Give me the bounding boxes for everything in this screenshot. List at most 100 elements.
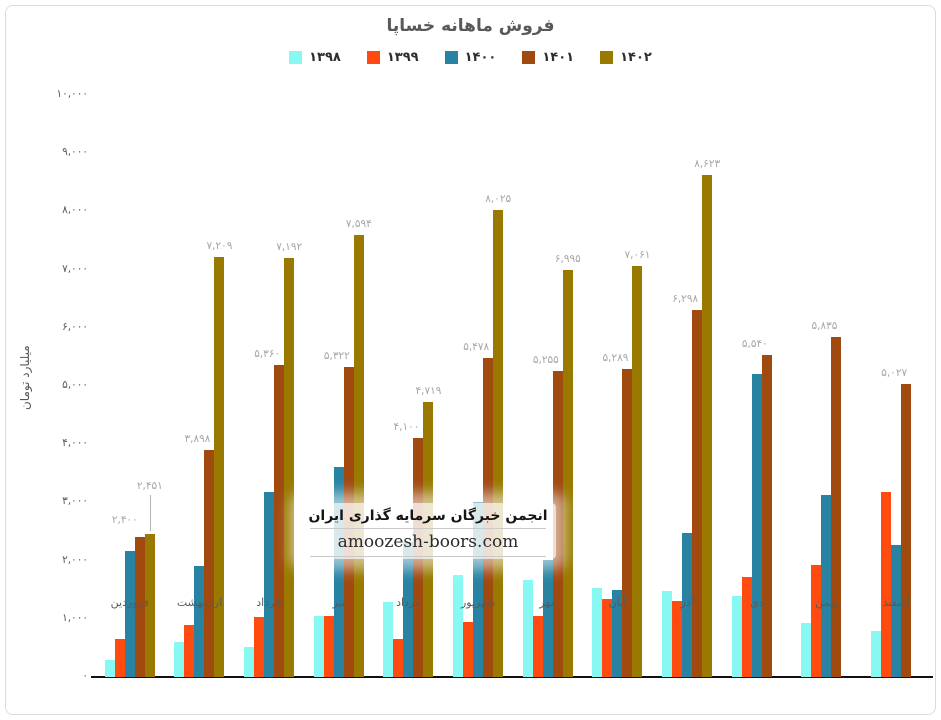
legend-item-label: ۱۴۰۱ — [542, 50, 575, 65]
legend-item-1400: ۱۴۰۰ — [444, 50, 496, 65]
legend-item-label: ۱۴۰۲ — [620, 50, 652, 65]
bar-۱۴۰۲-مهر — [562, 269, 573, 677]
bar-۱۴۰۱-خرداد — [274, 365, 285, 677]
y-tick-label: ۴,۰۰۰ — [62, 437, 88, 450]
bar-۱۳۹۸-اردیبهشت — [174, 642, 185, 677]
bar-value-label: ۵,۳۲۲ — [323, 350, 350, 363]
legend-item-1399: ۱۳۹۹ — [366, 50, 419, 65]
x-tick-label-مرداد: مرداد — [396, 596, 421, 609]
bar-۱۴۰۱-بهمن — [831, 337, 842, 677]
bar-۱۴۰۲-شهریور — [493, 209, 504, 677]
x-tick-label-تیر: تیر — [332, 596, 346, 609]
bar-value-label: ۵,۲۵۵ — [532, 354, 559, 367]
bar-۱۴۰۲-خرداد — [284, 258, 295, 677]
bar-۱۴۰۰-مرداد — [403, 541, 414, 677]
y-tick-label: ۲,۰۰۰ — [62, 553, 88, 566]
legend-item-label: ۱۳۹۹ — [386, 50, 419, 65]
bar-group-شهریور: ۵,۴۷۸ ۸,۰۲۵ — [443, 95, 513, 677]
chart-frame — [5, 5, 936, 715]
bar-value-label: ۲,۴۰۰ — [111, 514, 138, 527]
bar-۱۳۹۸-دی — [731, 595, 742, 677]
bar-۱۳۹۸-آذر — [662, 590, 673, 677]
bar-۱۴۰۰-آبان — [612, 589, 623, 677]
bar-value-label: ۵,۳۶۰ — [254, 348, 281, 361]
x-tick-label-آبان: آبان — [608, 596, 627, 609]
bar-value-label: ۴,۷۱۹ — [415, 385, 442, 398]
bar-۱۴۰۱-اسفند — [901, 384, 912, 677]
bar-group-بهمن: ۵,۸۳۵ — [792, 95, 862, 677]
bar-value-label: ۳,۸۹۸ — [184, 433, 211, 446]
x-tick-label-اسفند: اسفند — [882, 596, 910, 609]
label-leader-line — [149, 495, 151, 532]
bar-۱۴۰۰-فروردین — [124, 551, 135, 677]
legend-swatch-icon — [366, 51, 380, 64]
watermark-title: انجمن خبرگان سرمایه گذاری ایران — [308, 508, 548, 524]
bar-۱۳۹۸-شهریور — [453, 575, 464, 677]
bar-۱۴۰۰-اسفند — [891, 544, 902, 677]
bar-۱۴۰۲-آذر — [702, 175, 713, 677]
bar-group-مرداد: ۴,۱۰۰ ۴,۷۱۹ — [374, 95, 444, 677]
y-tick-label: ۶,۰۰۰ — [62, 320, 88, 333]
x-tick-label-بهمن: بهمن — [815, 596, 838, 609]
bar-value-label: ۷,۱۹۲ — [276, 241, 303, 254]
bar-۱۴۰۲-فروردین — [144, 534, 155, 677]
x-tick-label-شهریور: شهریور — [460, 596, 496, 609]
bar-۱۴۰۰-اردیبهشت — [194, 566, 205, 677]
bar-group-اردیبهشت: ۳,۸۹۸ ۷,۲۰۹ — [165, 95, 235, 677]
bar-۱۳۹۹-دی — [741, 576, 752, 677]
y-tick-label: ۵,۰۰۰ — [62, 379, 88, 391]
bar-۱۳۹۹-فروردین — [114, 639, 125, 677]
y-axis-title: میلیارد تومان — [18, 345, 32, 410]
bar-۱۳۹۹-تیر — [323, 615, 334, 677]
x-tick-label-اردیبهشت: اردیبهشت — [176, 596, 223, 609]
bar-۱۳۹۸-اسفند — [871, 631, 882, 677]
bar-۱۳۹۹-بهمن — [811, 565, 822, 677]
bar-۱۴۰۰-آذر — [682, 533, 693, 677]
chart-title: فروش ماهانه خساپا — [386, 16, 555, 36]
watermark-divider-top — [310, 528, 546, 529]
bar-value-label: ۸,۰۲۵ — [485, 192, 512, 205]
bar-value-label: ۵,۵۴۰ — [741, 337, 768, 350]
bar-۱۳۹۹-اسفند — [881, 491, 892, 677]
x-axis-line — [91, 676, 933, 678]
bar-۱۳۹۸-مرداد — [383, 601, 394, 677]
bar-۱۴۰۱-مهر — [552, 371, 563, 677]
bar-value-label: ۶,۹۹۵ — [554, 252, 581, 265]
bar-group-آبان: ۵,۲۸۹ ۷,۰۶۱ — [583, 95, 653, 677]
bar-value-label: ۵,۰۲۷ — [881, 367, 908, 380]
bar-value-label: ۲,۴۵۱ — [136, 480, 163, 493]
bar-۱۳۹۹-خرداد — [254, 617, 265, 677]
bar-۱۴۰۲-آبان — [632, 266, 643, 677]
x-tick-label-خرداد: خرداد — [256, 596, 283, 609]
bar-group-دی: ۵,۵۴۰ — [722, 95, 792, 677]
bar-۱۴۰۲-اردیبهشت — [214, 257, 225, 677]
bar-value-label: ۴,۱۰۰ — [393, 421, 420, 434]
bar-value-label: ۶,۲۹۸ — [672, 293, 699, 306]
bar-۱۴۰۰-بهمن — [821, 494, 832, 677]
y-tick-label: ۱۰,۰۰۰ — [56, 88, 88, 100]
legend-swatch-icon — [444, 51, 458, 64]
bar-۱۳۹۹-اردیبهشت — [184, 625, 195, 677]
bar-group-مهر: ۵,۲۵۵ ۶,۹۹۵ — [513, 95, 583, 677]
bar-value-label: ۵,۲۸۹ — [602, 352, 629, 365]
x-tick-label-فروردین: فروردین — [110, 596, 149, 609]
bar-value-label: ۷,۰۶۱ — [624, 249, 651, 262]
watermark-divider-bottom — [310, 556, 546, 557]
y-tick-label: ۷,۰۰۰ — [62, 262, 88, 275]
bar-value-label: ۵,۸۳۵ — [811, 320, 838, 333]
bar-۱۴۰۰-دی — [751, 374, 762, 677]
bar-group-فروردین: ۲,۴۰۰ ۲,۴۵۱ — [95, 95, 165, 677]
bar-۱۳۹۸-خرداد — [244, 646, 255, 677]
bar-group-اسفند: ۵,۰۲۷ — [861, 95, 931, 677]
bar-۱۴۰۲-تیر — [353, 235, 364, 677]
y-tick-label: ۰ — [82, 670, 88, 682]
legend-item-1401: ۱۴۰۱ — [522, 50, 574, 65]
plot-area: ۲,۴۰۰ ۲,۴۵۱ ۳,۸۹۸ ۷,۲۰۹ ۵,۳۶۰ ۷,۱۹۲ ۵,۳۲۲ ۷,۵۹۴… — [91, 95, 933, 678]
bar-group-تیر: ۵,۳۲۲ ۷,۵۹۴ — [304, 95, 374, 677]
bar-۱۴۰۰-خرداد — [264, 491, 275, 677]
y-tick-label: ۱,۰۰۰ — [62, 611, 88, 624]
bar-۱۳۹۸-آبان — [592, 587, 603, 677]
y-tick-label: ۳,۰۰۰ — [62, 495, 88, 508]
bar-۱۳۹۹-مرداد — [393, 639, 404, 677]
